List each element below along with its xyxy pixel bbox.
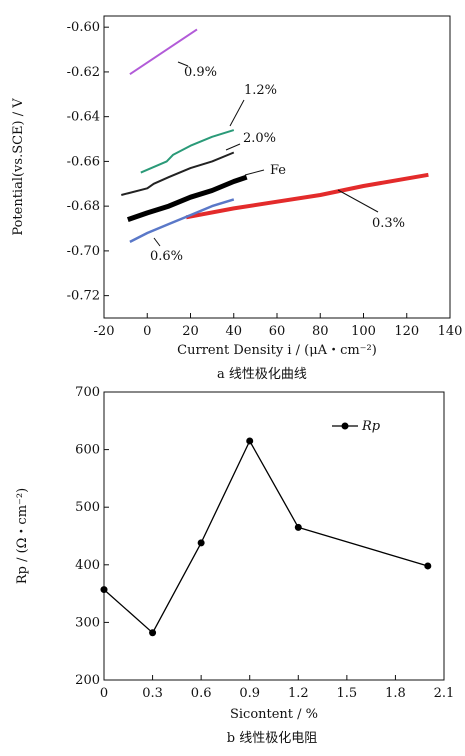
chart-b-legend: Rp xyxy=(332,419,381,434)
series-label-leader xyxy=(229,99,245,127)
x-tick-label: 0 xyxy=(143,324,151,339)
chart-b-polarization-resistance: 0 0.3 0.6 0.9 1.2 1.5 1.8 2.1 200 300 400 500 600 70… xyxy=(15,385,454,746)
y-tick-label: -0.66 xyxy=(67,154,100,169)
y-tick-label: -0.68 xyxy=(67,199,100,214)
series-label-leader xyxy=(244,169,265,176)
data-point xyxy=(294,523,302,531)
chart-b-y-axis-label: Rp / (Ω・cm⁻²) xyxy=(15,488,30,584)
chart-b-x-ticks: 0 0.3 0.6 0.9 1.2 1.5 1.8 2.1 xyxy=(100,675,454,701)
data-point xyxy=(149,629,157,637)
x-tick-label: 0.6 xyxy=(191,686,212,701)
legend-marker xyxy=(341,422,349,430)
y-tick-label: -0.72 xyxy=(67,289,100,304)
x-tick-label: 100 xyxy=(351,324,376,339)
chart-b-y-ticks: 200 300 400 500 600 700 xyxy=(75,385,109,688)
series-line-1-2 xyxy=(140,129,235,174)
chart-a-y-axis-label: Potential(vs.SCE) / V xyxy=(11,98,26,236)
chart-a-series xyxy=(121,28,429,244)
x-tick-label: 120 xyxy=(394,324,419,339)
chart-b-caption: b 线性极化电阻 xyxy=(227,731,317,746)
data-point xyxy=(246,437,254,445)
y-tick-label: -0.70 xyxy=(67,244,100,259)
chart-a-caption: a 线性极化曲线 xyxy=(217,367,307,382)
series-label: 0.9% xyxy=(184,65,217,80)
y-tick-label: 600 xyxy=(75,443,100,458)
chart-a-x-ticks: -20 0 20 40 60 80 100 120 140 xyxy=(94,313,463,339)
series-label-leader xyxy=(337,189,379,213)
data-point xyxy=(424,562,432,570)
series-line-rp xyxy=(103,440,428,634)
x-tick-label: 2.1 xyxy=(434,686,455,701)
y-tick-label: -0.60 xyxy=(67,20,100,35)
series-line-2-0 xyxy=(121,151,235,196)
legend-label-rp: Rp xyxy=(361,419,381,434)
x-tick-label: 0 xyxy=(100,686,108,701)
series-label-leader xyxy=(177,61,189,67)
series-line-fe xyxy=(126,174,248,222)
x-tick-label: 1.5 xyxy=(337,686,358,701)
x-tick-label: 1.8 xyxy=(385,686,406,701)
x-tick-label: 20 xyxy=(182,324,199,339)
chart-b-plot-frame xyxy=(103,391,445,681)
chart-b-x-axis-label: Sicontent / % xyxy=(230,707,318,722)
x-tick-label: 0.9 xyxy=(239,686,260,701)
series-label: 2.0% xyxy=(243,131,276,146)
x-tick-label: 60 xyxy=(269,324,286,339)
data-point xyxy=(100,586,108,594)
y-tick-label: 300 xyxy=(75,615,100,630)
data-point xyxy=(197,539,205,547)
y-tick-label: -0.64 xyxy=(67,110,100,125)
series-line-0-3 xyxy=(185,172,429,220)
x-tick-label: 140 xyxy=(438,324,463,339)
series-label-leader xyxy=(225,143,241,151)
y-tick-label: 500 xyxy=(75,500,100,515)
x-tick-label: -20 xyxy=(94,324,115,339)
y-tick-label: -0.62 xyxy=(67,65,100,80)
y-tick-label: 700 xyxy=(75,385,100,400)
chart-b-series xyxy=(100,437,432,637)
series-line-0-6 xyxy=(129,198,235,244)
series-label: 0.6% xyxy=(150,249,183,264)
chart-a-x-axis-label: Current Density i / (μA・cm⁻²) xyxy=(177,343,377,358)
chart-a-polarization-curves: -20 0 20 40 60 80 100 120 140 -0.60-0.62-0.64-0.… xyxy=(11,15,463,382)
series-label: Fe xyxy=(270,163,286,178)
chart-a-series-labels: 0.9% 1.2% 2.0% Fe 0.3% 0.6% xyxy=(150,61,405,264)
x-tick-label: 1.2 xyxy=(288,686,309,701)
x-tick-label: 40 xyxy=(225,324,242,339)
x-tick-label: 0.3 xyxy=(142,686,163,701)
y-tick-label: 400 xyxy=(75,558,100,573)
x-tick-label: 80 xyxy=(312,324,329,339)
chart-a-y-ticks: -0.60 -0.62 -0.64 -0.66 -0.68 -0.70 -0.72 xyxy=(67,20,109,304)
series-label-leader xyxy=(153,237,161,247)
series-line-0-9 xyxy=(129,28,198,76)
series-label: 0.3% xyxy=(372,216,405,231)
series-label: 1.2% xyxy=(244,83,277,98)
y-tick-label: 200 xyxy=(75,673,100,688)
